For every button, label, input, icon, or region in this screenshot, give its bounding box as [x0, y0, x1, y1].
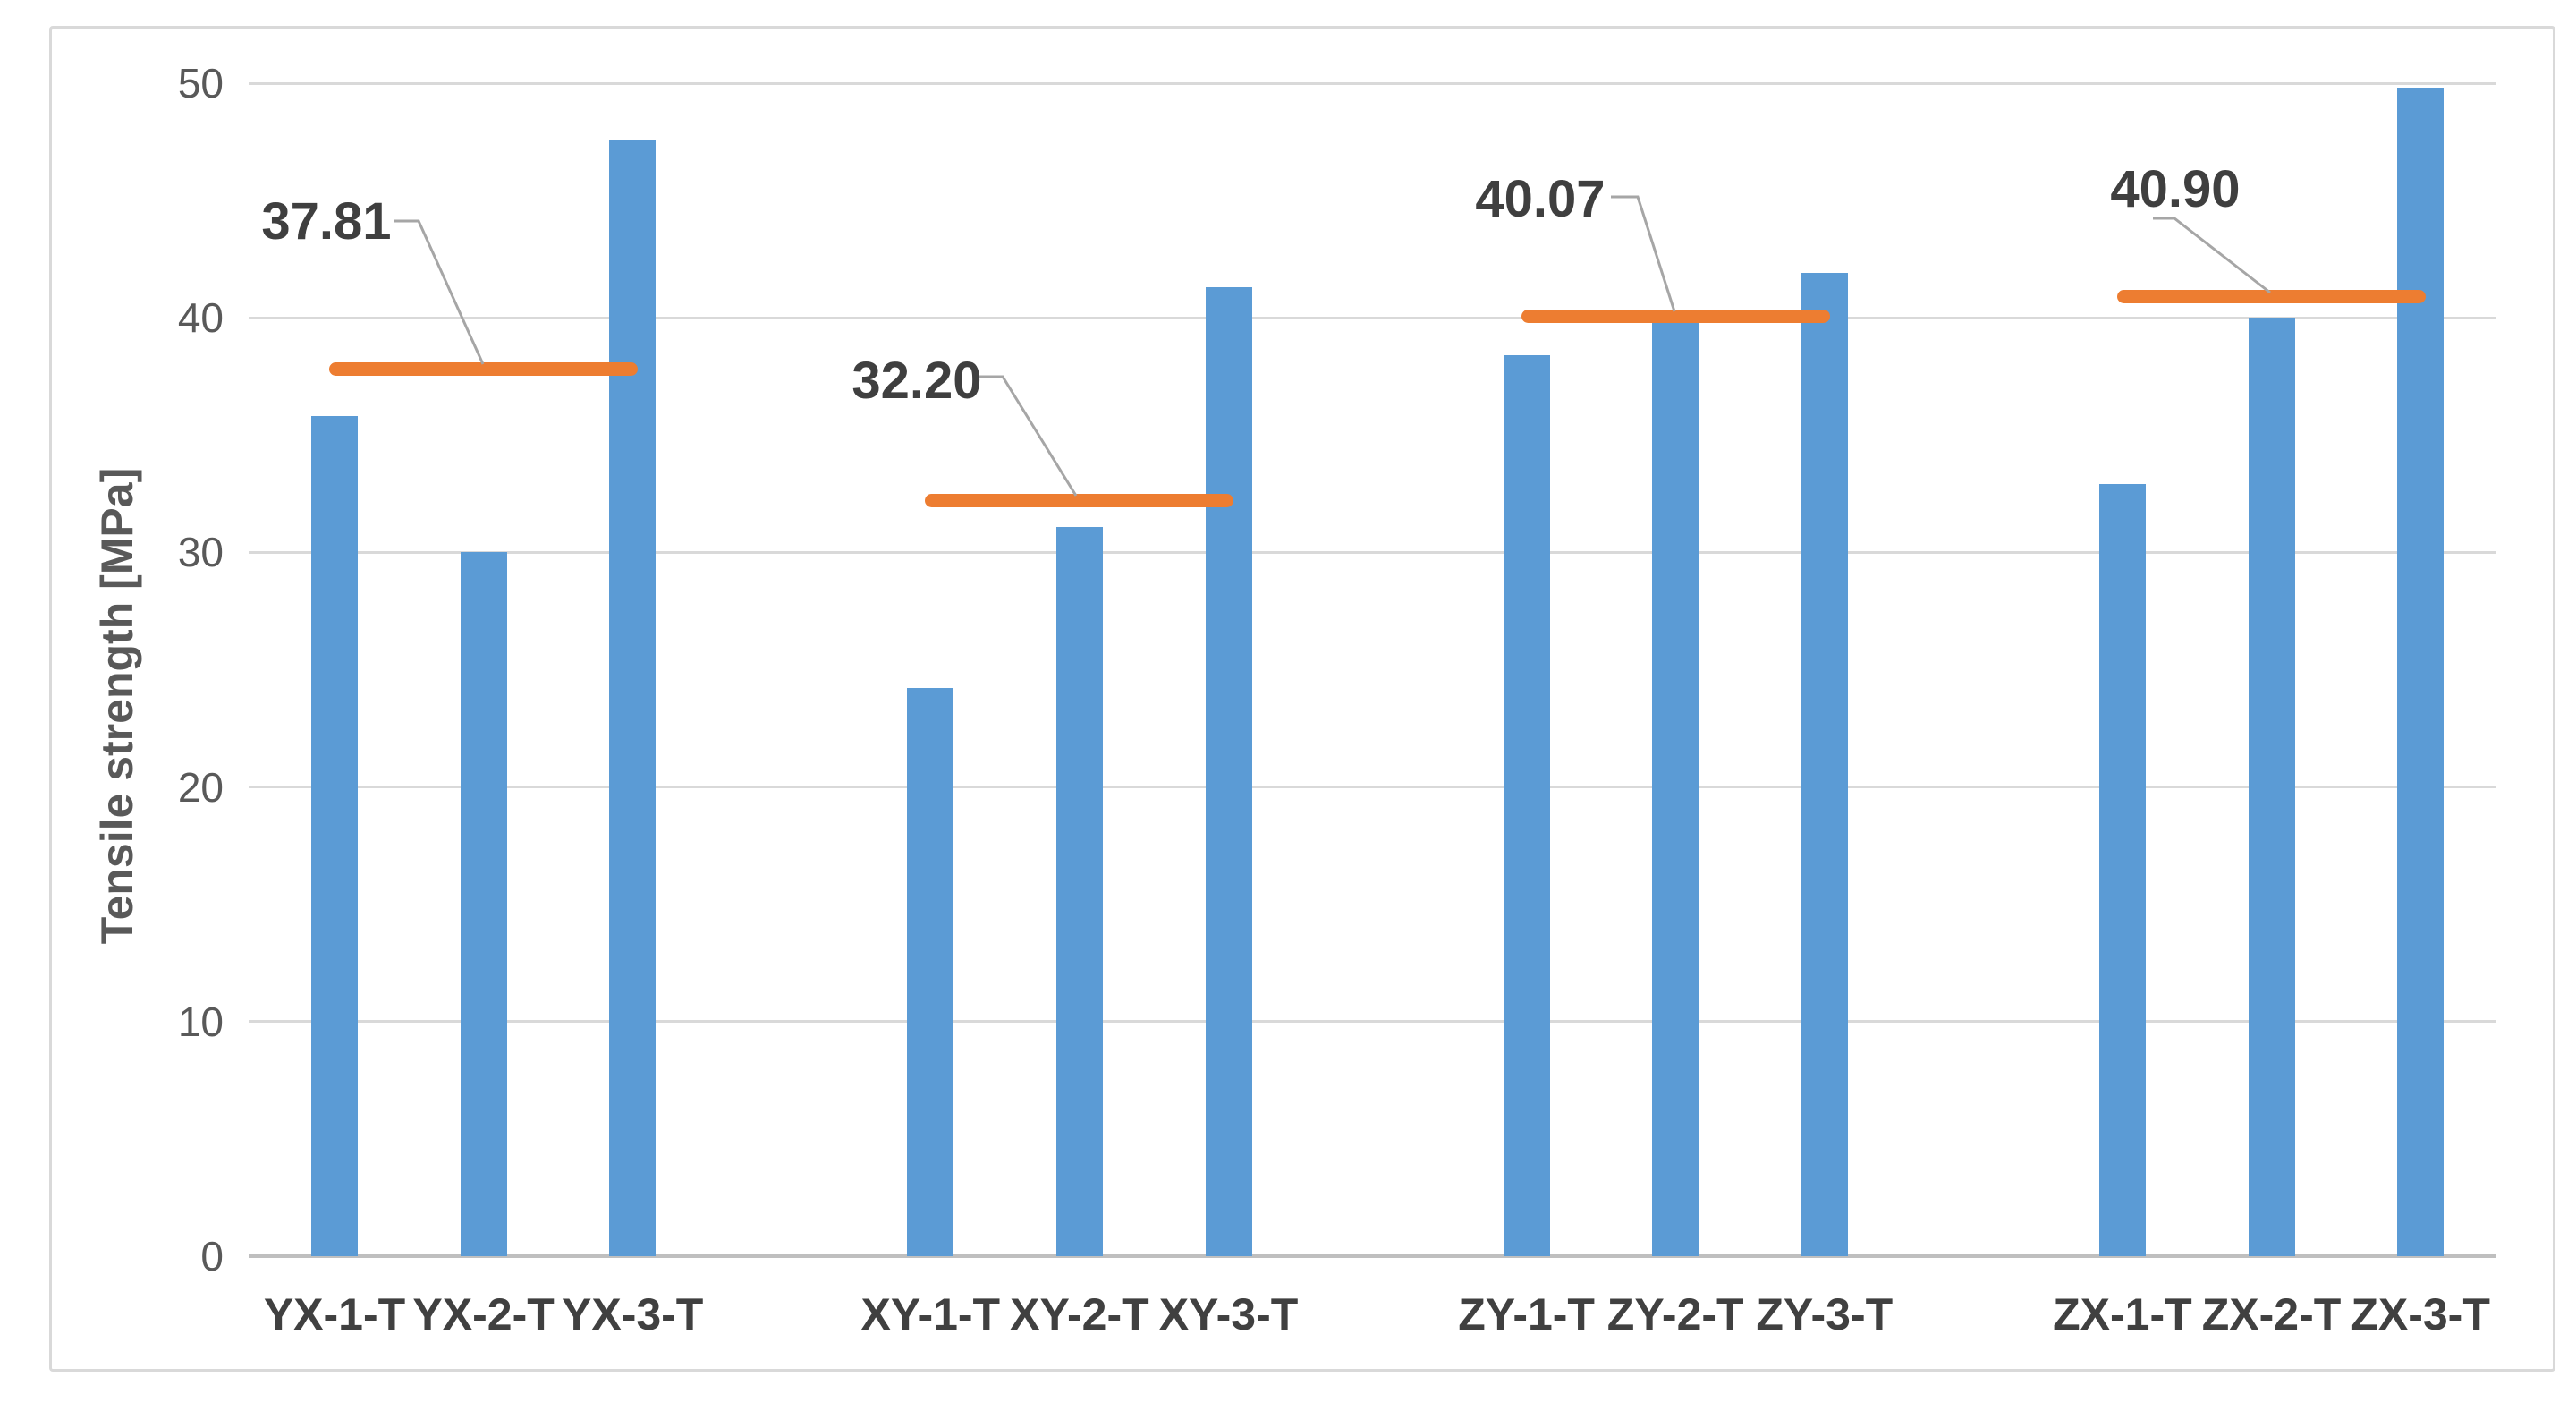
leader-line-40.07	[1611, 195, 1676, 312]
leader-line-37.81	[394, 219, 485, 365]
leader-line-32.20	[978, 375, 1078, 497]
leader-line-40.90	[2153, 217, 2271, 294]
